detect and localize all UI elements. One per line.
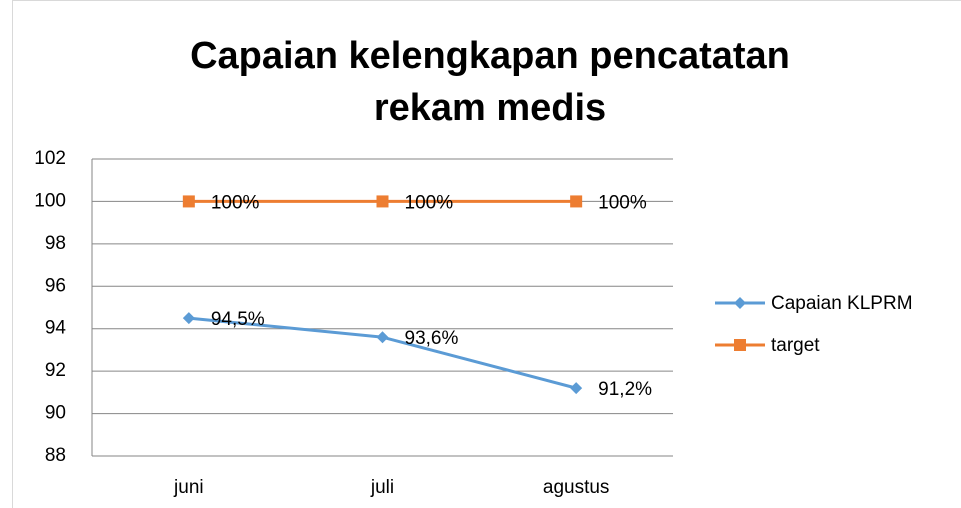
data-label: 93,6%: [405, 328, 459, 349]
legend-label: target: [771, 335, 820, 356]
data-point: [182, 195, 195, 208]
x-tick-label: juli: [370, 477, 394, 498]
y-tick-label: 88: [45, 445, 66, 466]
y-tick-label: 102: [34, 148, 66, 169]
y-tick-label: 92: [45, 360, 66, 381]
legend-marker: [734, 339, 746, 351]
y-tick-label: 96: [45, 275, 66, 296]
x-tick-label: agustus: [543, 477, 610, 498]
data-label: 100%: [405, 192, 454, 213]
chart-frame: [12, 0, 961, 508]
x-tick-label: juni: [173, 477, 204, 498]
data-point: [570, 382, 583, 395]
legend-label: Capaian KLPRM: [771, 293, 913, 314]
chart-title: Capaian kelengkapan pencatatan rekam med…: [190, 35, 790, 129]
legend-marker: [734, 297, 746, 309]
data-point: [182, 312, 195, 325]
y-tick-label: 100: [34, 190, 66, 211]
data-point: [376, 331, 389, 344]
data-point: [376, 195, 389, 208]
y-tick-label: 90: [45, 403, 66, 424]
data-label: 100%: [598, 192, 647, 213]
data-label: 100%: [211, 192, 260, 213]
data-label: 94,5%: [211, 309, 265, 330]
data-point: [570, 195, 583, 208]
y-tick-label: 98: [45, 233, 66, 254]
data-label: 91,2%: [598, 379, 652, 400]
y-tick-label: 94: [45, 318, 67, 339]
